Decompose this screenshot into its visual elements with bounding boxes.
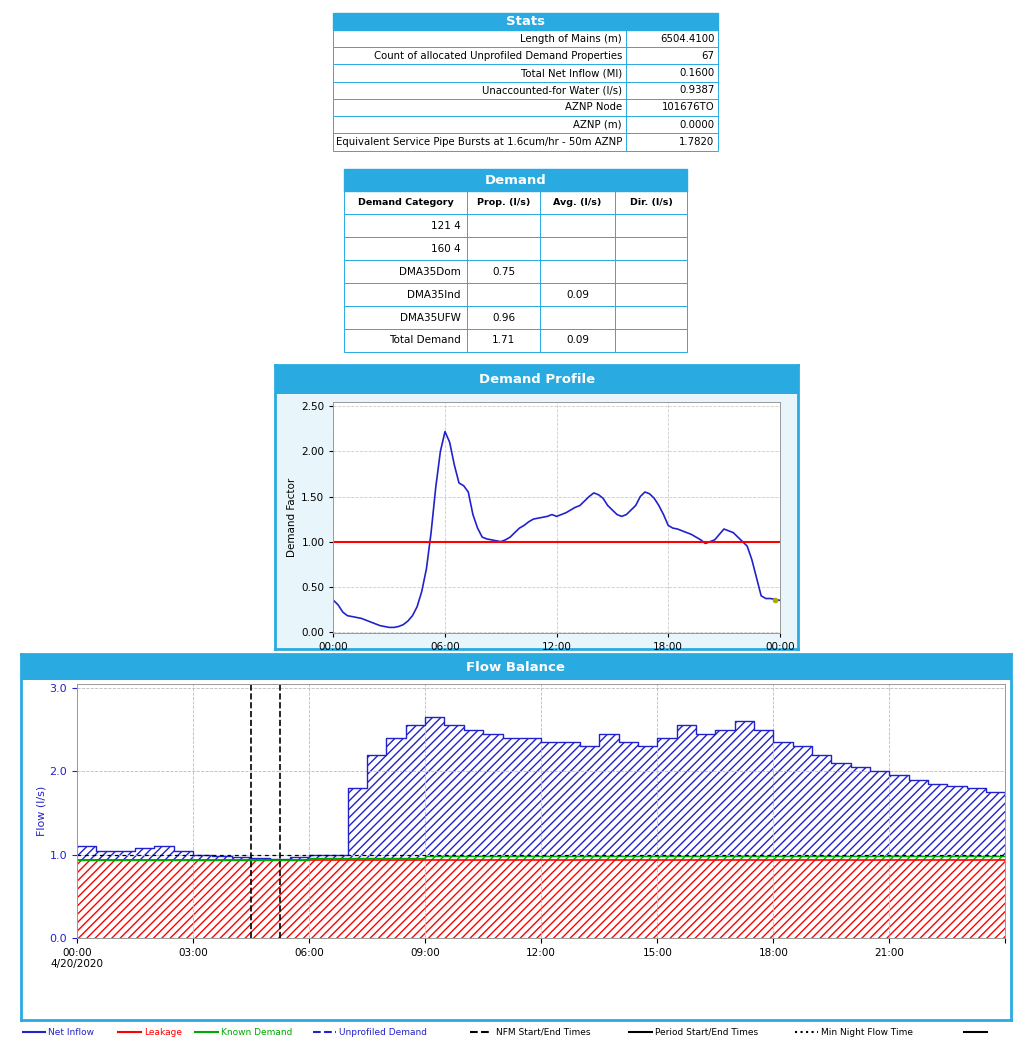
Text: DMA35Dom: DMA35Dom [399, 267, 461, 277]
Text: 160 4: 160 4 [431, 244, 461, 253]
Text: 0.09: 0.09 [566, 335, 589, 346]
Text: Known Demand: Known Demand [221, 1028, 292, 1037]
Text: Flow Balance: Flow Balance [466, 660, 565, 674]
Text: NFM Start/End Times: NFM Start/End Times [496, 1028, 590, 1037]
Bar [333, 116, 718, 134]
Text: 0.0000: 0.0000 [679, 120, 714, 129]
Text: Demand Profile: Demand Profile [478, 373, 595, 386]
Bar [275, 365, 798, 394]
Text: Dir. (l/s): Dir. (l/s) [630, 198, 673, 208]
Text: Total Demand: Total Demand [389, 335, 461, 346]
Y-axis label: Demand Factor: Demand Factor [287, 478, 298, 556]
Bar [333, 99, 718, 116]
Text: Equivalent Service Pipe Bursts at 1.6cum/hr - 50m AZNP: Equivalent Service Pipe Bursts at 1.6cum… [336, 137, 622, 147]
Text: 0.09: 0.09 [566, 289, 589, 300]
Bar [344, 237, 687, 261]
Text: 0.75: 0.75 [492, 267, 515, 277]
Text: DMA35Ind: DMA35Ind [407, 289, 461, 300]
Text: 101676TO: 101676TO [662, 103, 714, 112]
Text: 67: 67 [702, 51, 714, 60]
Text: 6504.4100: 6504.4100 [660, 34, 714, 43]
Text: Total Net Inflow (Ml): Total Net Inflow (Ml) [521, 68, 622, 78]
Text: Unprofiled Demand: Unprofiled Demand [339, 1028, 427, 1037]
Text: Avg. (l/s): Avg. (l/s) [553, 198, 601, 208]
Bar [333, 30, 718, 48]
Text: Demand Category: Demand Category [358, 198, 453, 208]
Bar [344, 306, 687, 329]
Text: Demand: Demand [484, 174, 547, 187]
Text: DMA35UFW: DMA35UFW [400, 313, 461, 322]
Text: Leakage: Leakage [144, 1028, 182, 1037]
Text: 1.7820: 1.7820 [679, 137, 714, 147]
Text: Prop. (l/s): Prop. (l/s) [477, 198, 530, 208]
Bar [344, 329, 687, 352]
Text: Unaccounted-for Water (l/s): Unaccounted-for Water (l/s) [482, 85, 622, 95]
Text: Stats: Stats [506, 15, 546, 28]
Text: 1.71: 1.71 [491, 335, 515, 346]
Text: 0.1600: 0.1600 [679, 68, 714, 78]
Bar [333, 82, 718, 99]
Text: Period Start/End Times: Period Start/End Times [655, 1028, 758, 1037]
Text: 121 4: 121 4 [431, 220, 461, 231]
Text: 0.96: 0.96 [492, 313, 515, 322]
Bar [344, 169, 687, 192]
Text: Count of allocated Unprofiled Demand Properties: Count of allocated Unprofiled Demand Pro… [373, 51, 622, 60]
Bar [333, 47, 718, 65]
Y-axis label: Flow (l/s): Flow (l/s) [37, 785, 47, 836]
Text: Min Night Flow Time: Min Night Flow Time [821, 1028, 913, 1037]
Bar [333, 65, 718, 82]
Text: AZNP Node: AZNP Node [565, 103, 622, 112]
Bar [344, 192, 687, 214]
Text: Net Inflow: Net Inflow [48, 1028, 94, 1037]
Bar [344, 283, 687, 306]
Text: Length of Mains (m): Length of Mains (m) [520, 34, 622, 43]
Bar [21, 654, 1011, 681]
Text: 0.9387: 0.9387 [679, 85, 714, 95]
Bar [333, 134, 718, 151]
Bar [344, 261, 687, 283]
Bar [344, 214, 687, 237]
Text: AZNP (m): AZNP (m) [574, 120, 622, 129]
Bar [333, 13, 718, 30]
